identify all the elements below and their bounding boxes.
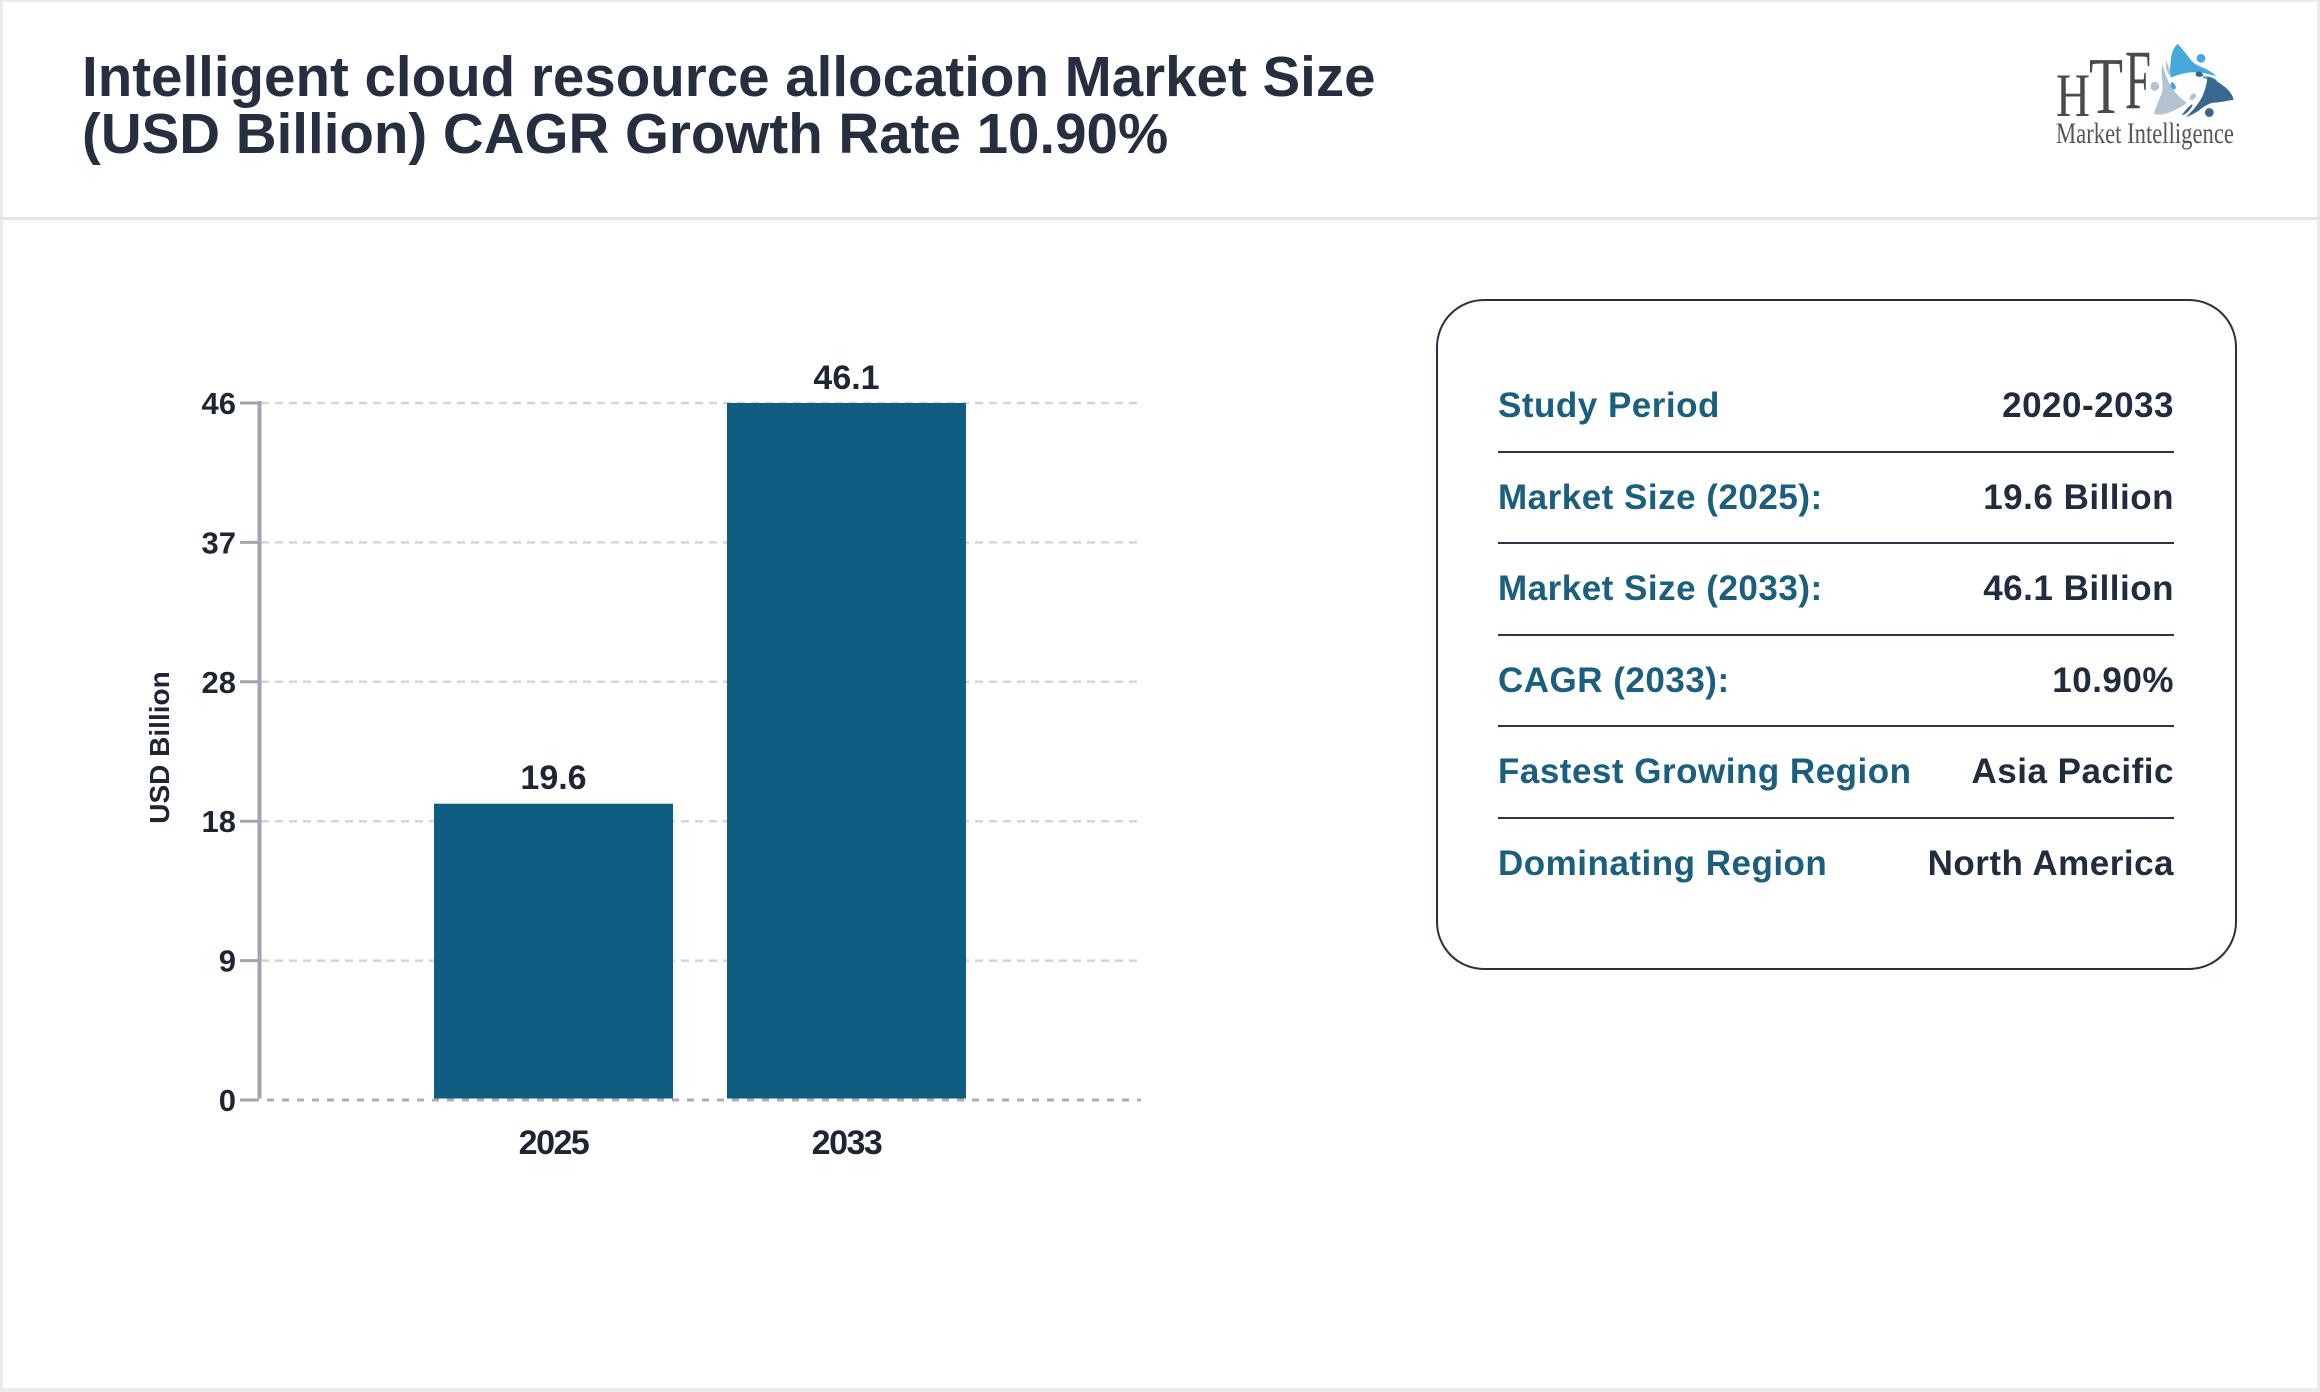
svg-text:9: 9 <box>219 944 236 979</box>
svg-text:H: H <box>2056 63 2090 130</box>
svg-text:19.6: 19.6 <box>520 759 586 797</box>
svg-text:T: T <box>2089 43 2123 131</box>
svg-text:46.1: 46.1 <box>813 359 879 397</box>
svg-text:2033: 2033 <box>812 1124 882 1162</box>
svg-text:28: 28 <box>202 665 236 700</box>
svg-text:18: 18 <box>202 804 236 839</box>
svg-text:0: 0 <box>219 1083 236 1118</box>
svg-text:37: 37 <box>202 525 236 560</box>
svg-text:F: F <box>2125 33 2151 127</box>
svg-text:USD Billion: USD Billion <box>144 671 175 823</box>
svg-text:2025: 2025 <box>519 1124 589 1162</box>
svg-text:Market Intelligence: Market Intelligence <box>2056 117 2234 150</box>
svg-text:46: 46 <box>202 386 236 421</box>
